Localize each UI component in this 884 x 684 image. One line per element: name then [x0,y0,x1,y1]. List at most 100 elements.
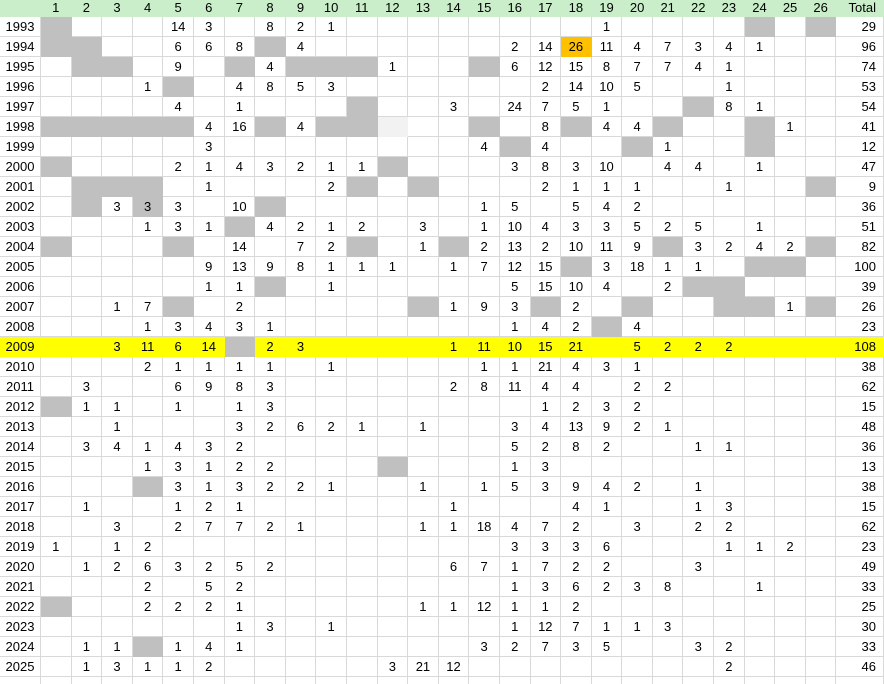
cell-1997-c16[interactable]: 24 [499,97,531,117]
cell-2008-c22[interactable] [683,317,715,337]
cell-2018-c14[interactable]: 1 [438,517,470,537]
cell-2010-c8[interactable]: 1 [255,357,286,377]
cell-1995-c11[interactable] [346,57,378,77]
total-2006[interactable]: 39 [836,277,884,297]
cell-2025-c18[interactable] [561,657,592,677]
cell-2017-c24[interactable] [744,497,776,517]
cell-1998-c10[interactable] [316,117,347,137]
cell-2011-c4[interactable] [132,377,164,397]
cell-1995-c10[interactable] [316,57,347,77]
cell-1995-c25[interactable] [775,57,806,77]
cell-2002-c12[interactable] [377,197,409,217]
cell-2022-c22[interactable] [683,597,715,617]
cell-2016-c5[interactable]: 3 [163,477,194,497]
cell-2009-c7[interactable] [224,337,256,357]
cell-2012-c15[interactable] [469,397,500,417]
cell-2016-c15[interactable]: 1 [469,477,500,497]
cell-2008-c17[interactable]: 4 [530,317,562,337]
cell-1999-c4[interactable] [132,137,164,157]
cell-2020-c8[interactable]: 2 [255,557,286,577]
cell-2005-c21[interactable]: 1 [652,257,684,277]
cell-2003-c10[interactable]: 1 [316,217,347,237]
cell-2005-c7[interactable]: 13 [224,257,256,277]
cell-2004-c2[interactable] [71,237,103,257]
total-2001[interactable]: 9 [836,177,884,197]
cell-2025-c1[interactable] [41,657,72,677]
cell-1998-c2[interactable] [71,117,103,137]
cell-1999-c19[interactable] [591,137,623,157]
cell-2015-c22[interactable] [683,457,715,477]
cell-2004-c11[interactable] [346,237,378,257]
column-header-2[interactable]: 2 [71,0,103,17]
cell-2004-c8[interactable] [255,237,286,257]
cell-2024-c16[interactable]: 2 [499,637,531,657]
cell-2003-c2[interactable] [71,217,103,237]
cell-2011-c9[interactable] [285,377,317,397]
cell-2007-c17[interactable] [530,297,562,317]
cell-1996-c15[interactable] [469,77,500,97]
cell-2014-c23[interactable]: 1 [714,437,745,457]
cell-1995-c18[interactable]: 15 [561,57,592,77]
cell-2000-c4[interactable] [132,157,164,177]
cell-2024-c19[interactable]: 5 [591,637,623,657]
cell-1998-c7[interactable]: 16 [224,117,256,137]
total-1998[interactable]: 41 [836,117,884,137]
cell-1994-c10[interactable] [316,37,347,57]
cell-2025-c8[interactable] [255,657,286,677]
cell-2000-c13[interactable] [408,157,439,177]
column-header-10[interactable]: 10 [316,0,347,17]
cell-2023-c26[interactable] [805,617,837,637]
cell-2010-c2[interactable] [71,357,103,377]
cell-2015-c26[interactable] [805,457,837,477]
cell-2005-c17[interactable]: 15 [530,257,562,277]
cell-2006-c20[interactable] [622,277,653,297]
cell-2014-c3[interactable]: 4 [102,437,133,457]
cell-2009-c10[interactable] [316,337,347,357]
cell-2014-c20[interactable] [622,437,653,457]
cell-1993-c3[interactable] [102,17,133,37]
cell-2001-c11[interactable] [346,177,378,197]
cell-2010-c26[interactable] [805,357,837,377]
cell-2024-c14[interactable] [438,637,470,657]
column-header-26[interactable]: 26 [805,0,837,17]
column-header-4[interactable]: 4 [132,0,164,17]
cell-2025-c16[interactable] [499,657,531,677]
total-1996[interactable]: 53 [836,77,884,97]
cell-2020-c6[interactable]: 2 [193,557,225,577]
cell-2002-c4[interactable]: 3 [132,197,164,217]
cell-2002-c2[interactable] [71,197,103,217]
cell-2020-c23[interactable] [714,557,745,577]
cell-1999-c11[interactable] [346,137,378,157]
column-header-15[interactable]: 15 [469,0,500,17]
cell-1994-c7[interactable]: 8 [224,37,256,57]
cell-2014-c9[interactable] [285,437,317,457]
cell-2018-c23[interactable]: 2 [714,517,745,537]
cell-2008-c25[interactable] [775,317,806,337]
cell-2004-c25[interactable]: 2 [775,237,806,257]
cell-2000-c15[interactable] [469,157,500,177]
cell-2025-c24[interactable] [744,657,776,677]
cell-2020-c24[interactable] [744,557,776,577]
row-header-2024[interactable]: 2024 [0,637,41,657]
cell-2007-c1[interactable] [41,297,72,317]
cell-2003-c25[interactable] [775,217,806,237]
cell-2001-c10[interactable]: 2 [316,177,347,197]
cell-2005-c15[interactable]: 7 [469,257,500,277]
cell-2006-c15[interactable] [469,277,500,297]
cell-2025-c13[interactable]: 21 [408,657,439,677]
cell-2004-c10[interactable]: 2 [316,237,347,257]
cell-2009-c2[interactable] [71,337,103,357]
cell-2022-c25[interactable] [775,597,806,617]
cell-2005-c3[interactable] [102,257,133,277]
cell-2020-c18[interactable]: 2 [561,557,592,577]
cell-2024-c9[interactable] [285,637,317,657]
cell-2008-c10[interactable] [316,317,347,337]
cell-2012-c25[interactable] [775,397,806,417]
cell-1995-c4[interactable] [132,57,164,77]
cell-2006-c14[interactable] [438,277,470,297]
cell-1995-c7[interactable] [224,57,256,77]
cell-2011-c15[interactable]: 8 [469,377,500,397]
cell-2007-c19[interactable] [591,297,623,317]
cell-2006-c8[interactable] [255,277,286,297]
cell-1998-c26[interactable] [805,117,837,137]
